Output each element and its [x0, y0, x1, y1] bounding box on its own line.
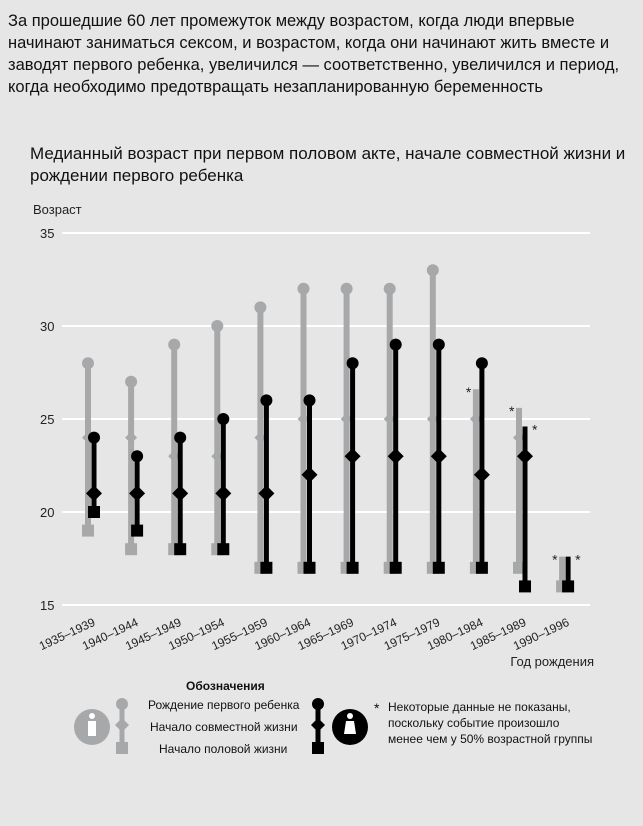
cohabitation-diamond [340, 413, 353, 425]
first-child-dot [125, 375, 138, 388]
first-sex-square [432, 561, 445, 574]
first-child-dot [297, 282, 310, 295]
first-child-dot [88, 431, 100, 444]
first-sex-square [519, 580, 531, 593]
first-child-dot [303, 394, 316, 407]
cohabitation-diamond [473, 466, 490, 483]
first-child-dot [475, 357, 488, 370]
person-body [344, 721, 356, 734]
first-sex-square [346, 561, 359, 574]
truncated-asterisk: * [466, 384, 472, 400]
cohabitation-diamond [129, 485, 146, 502]
x-axis-label: Год рождения [510, 654, 594, 669]
first-child-dot [260, 394, 273, 407]
y-axis-label: Возраст [33, 202, 82, 217]
first-child-dot [389, 338, 402, 351]
cohabitation-diamond [387, 448, 404, 465]
y-tick-label: 35 [40, 226, 54, 241]
truncated-asterisk: * [532, 421, 538, 437]
legend-first-sex: Начало половой жизни [159, 742, 288, 756]
first-sex-square [217, 543, 230, 556]
cohabitation-diamond [513, 431, 525, 444]
y-tick-label: 25 [40, 412, 54, 427]
chart-title: Медианный возраст при первом половом акт… [30, 144, 626, 185]
first-child-dot [254, 301, 267, 314]
cohabitation-diamond [430, 448, 447, 465]
first-child-dot [174, 431, 187, 444]
legend-title: Обозначения [186, 679, 265, 693]
first-sex-square [82, 524, 94, 537]
cohabitation-diamond [172, 485, 189, 502]
first-sex-square [513, 561, 525, 574]
cohabitation-diamond [215, 485, 232, 502]
cohabitation-diamond [426, 413, 439, 425]
cohabitation-diamond [517, 448, 533, 465]
cohabitation-diamond [86, 485, 102, 502]
cohabitation-diamond [258, 485, 275, 502]
note-asterisk: * [374, 700, 380, 716]
first-child-dot [131, 450, 144, 463]
first-sex-square [389, 561, 402, 574]
first-sex-square [131, 524, 144, 537]
legend-square [312, 742, 324, 754]
truncated-asterisk: * [552, 552, 558, 568]
first-child-dot [82, 357, 94, 370]
first-sex-square [88, 506, 100, 518]
first-child-dot [340, 282, 353, 295]
first-child-dot [432, 338, 445, 351]
person-body [88, 721, 96, 736]
cohabitation-diamond [254, 431, 267, 444]
cohabitation-diamond [168, 450, 181, 463]
cohabitation-diamond [297, 413, 310, 425]
legend-dot [312, 698, 324, 710]
cohabitation-diamond [469, 413, 482, 425]
y-tick-label: 15 [40, 598, 54, 613]
legend-diamond [115, 718, 129, 732]
first-sex-square [475, 561, 488, 574]
cohabitation-diamond [301, 466, 318, 483]
first-sex-square [125, 543, 138, 556]
cohabitation-diamond [211, 450, 224, 463]
truncated-asterisk: * [509, 403, 515, 419]
legend-cohabitation: Начало совместной жизни [150, 720, 298, 734]
first-child-dot [346, 357, 359, 370]
person-head [89, 713, 95, 719]
cohabitation-diamond [383, 413, 396, 425]
legend-dot [116, 698, 128, 710]
first-sex-square [562, 580, 575, 593]
y-tick-label: 30 [40, 319, 54, 334]
headline: За прошедшие 60 лет промежуток между воз… [8, 12, 620, 96]
first-child-dot [426, 264, 439, 277]
legend-diamond [311, 718, 325, 732]
cohabitation-diamond [344, 448, 361, 465]
truncated-asterisk: * [575, 552, 581, 568]
legend-note: Некоторые данные не показаны, поскольку … [388, 700, 593, 746]
first-sex-square [260, 561, 273, 574]
legend-first-child: Рождение первого ребенка [148, 698, 300, 712]
cohabitation-diamond [125, 431, 138, 444]
first-child-dot [211, 320, 224, 332]
legend-square [116, 742, 128, 754]
first-child-dot [383, 282, 396, 295]
y-tick-label: 20 [40, 505, 54, 520]
first-child-dot [168, 338, 181, 351]
first-child-dot [217, 413, 230, 425]
person-head [347, 713, 353, 719]
first-sex-square [174, 543, 187, 556]
first-sex-square [303, 561, 316, 574]
